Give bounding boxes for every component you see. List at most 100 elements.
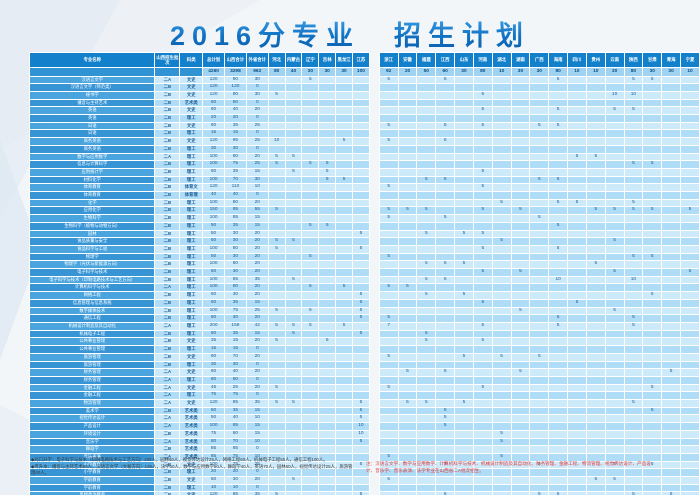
value-cell (567, 90, 587, 100)
table-row: 环境设计 二B 艺术类 75 60 15 10 5 (28, 429, 700, 439)
value-cell (454, 445, 474, 454)
value-cell (351, 121, 370, 131)
major-name-cell: 产品设计 (28, 422, 156, 431)
value-cell: 30 (224, 252, 247, 262)
value-cell (510, 322, 531, 331)
value-cell (284, 75, 303, 85)
value-cell (301, 360, 320, 370)
value-cell (491, 383, 512, 393)
value-cell: 110 (224, 183, 247, 193)
value-cell (604, 275, 625, 285)
value-cell (623, 345, 644, 354)
value-cell: 5 (567, 298, 587, 308)
value-cell (585, 383, 606, 393)
category-cell: 理工 (179, 206, 204, 216)
value-cell: 50 (202, 221, 225, 231)
value-cell (454, 252, 474, 262)
value-cell: 5 (604, 268, 625, 277)
value-cell: 20 (245, 229, 269, 239)
value-cell (567, 360, 587, 370)
value-cell (510, 483, 531, 493)
table-row: 金融工程 二A 理工 75 75 0 (28, 391, 700, 401)
value-cell (548, 414, 569, 424)
value-cell (585, 229, 606, 239)
value-cell (642, 106, 663, 115)
gap-cell (369, 184, 379, 192)
value-cell: 80 (472, 67, 493, 77)
value-cell (661, 391, 681, 401)
value-cell (642, 476, 663, 485)
batch-cell: 二B (154, 429, 181, 439)
gap-cell (369, 369, 379, 377)
gap-cell (369, 353, 379, 361)
value-cell (267, 414, 286, 424)
value-cell (301, 345, 320, 354)
value-cell (661, 90, 681, 100)
value-cell (585, 268, 606, 277)
value-cell (680, 83, 700, 92)
value-cell (435, 306, 456, 316)
category-cell: 艺术类 (179, 422, 204, 431)
value-cell (397, 98, 418, 108)
value-cell: 5 (378, 137, 399, 146)
value-cell (680, 129, 700, 139)
value-cell (680, 183, 700, 193)
category-cell: 理工 (179, 322, 204, 331)
value-cell (284, 298, 303, 308)
value-cell: 5 (267, 90, 286, 100)
value-cell (529, 298, 550, 308)
value-cell (661, 468, 681, 478)
value-cell: 7 (378, 322, 399, 331)
value-cell: 5 (267, 383, 286, 393)
value-cell (472, 237, 493, 246)
value-cell (642, 275, 663, 285)
value-cell: 5 (454, 229, 474, 239)
value-cell (397, 414, 418, 424)
value-cell: 5 (351, 306, 370, 316)
value-cell (585, 452, 606, 462)
value-cell (510, 191, 531, 200)
value-cell (435, 252, 456, 262)
value-cell (680, 452, 700, 462)
value-cell (642, 121, 663, 131)
value-cell (642, 329, 663, 339)
value-cell (680, 214, 700, 223)
value-cell (623, 306, 644, 316)
value-cell: 80 (224, 260, 247, 270)
table-row: 电子科学与技术 二B 理工 50 30 20 5 5 5 5 (28, 268, 700, 277)
value-cell: 5 (284, 399, 303, 408)
value-cell (491, 152, 512, 162)
value-cell (567, 244, 587, 254)
value-cell (661, 198, 681, 208)
major-name-cell: 信息管理与信息系统 (28, 298, 156, 308)
value-cell (301, 214, 320, 223)
value-cell: 0 (245, 445, 269, 454)
value-cell (548, 137, 569, 146)
value-cell (529, 106, 550, 115)
value-cell (318, 298, 337, 308)
value-cell (510, 114, 531, 123)
value-cell: 15 (245, 167, 269, 177)
value-cell: 30 (224, 144, 247, 154)
value-cell (335, 214, 353, 223)
value-cell: 5 (567, 152, 587, 162)
value-cell (680, 483, 700, 493)
column-header: 江苏 (351, 52, 370, 68)
value-cell (397, 375, 418, 385)
value-cell (301, 237, 320, 246)
value-cell: 5 (284, 322, 303, 331)
table-row: 美术学 二B 艺术类 50 35 15 5 5 5 (28, 406, 700, 416)
table-row: 生物科学（植物与动物方向） 二B 理工 50 35 15 5 5 5 (28, 221, 700, 231)
batch-cell: 二B (154, 345, 181, 354)
table-row: 信息与计算科学 二B 理工 100 75 25 5 5 5 5 5 (28, 160, 700, 169)
value-cell (604, 260, 625, 270)
value-cell (680, 229, 700, 239)
value-cell (454, 175, 474, 185)
value-cell (318, 422, 337, 431)
value-cell (510, 414, 531, 424)
major-name-cell: 体育教育 (28, 183, 156, 193)
value-cell (585, 360, 606, 370)
value-cell (397, 314, 418, 323)
value-cell: 5 (318, 167, 337, 177)
category-cell: 理工 (179, 275, 204, 285)
